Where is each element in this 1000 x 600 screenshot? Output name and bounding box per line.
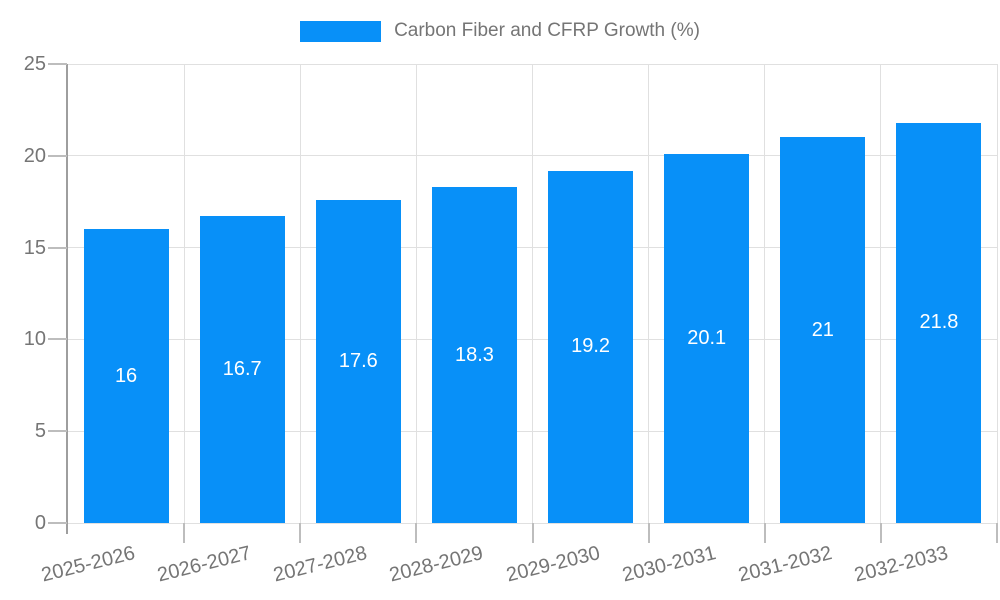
- legend-swatch-icon: [300, 20, 382, 42]
- x-tick: [879, 523, 882, 543]
- legend: Carbon Fiber and CFRP Growth (%): [0, 20, 1000, 42]
- bar-2030-2031[interactable]: 20.1: [664, 153, 750, 523]
- x-tick: [763, 523, 766, 543]
- y-axis-tick-label: 20: [23, 144, 46, 167]
- x-tick: [299, 523, 302, 543]
- bar-value-label: 18.3: [454, 343, 494, 366]
- x-gridline: [183, 64, 185, 523]
- legend-item[interactable]: Carbon Fiber and CFRP Growth (%): [300, 20, 700, 42]
- bar-2027-2028[interactable]: 17.6: [315, 199, 401, 523]
- x-gridline: [415, 64, 417, 523]
- bar-2028-2029[interactable]: 18.3: [431, 187, 517, 523]
- y-axis-tick-label: 5: [34, 420, 46, 443]
- bar-2032-2033[interactable]: 21.8: [896, 122, 982, 523]
- plot-area: 16 16.7 17.6 18.3 19.2 20.1 21 21.8: [68, 63, 998, 524]
- y-tick: [48, 154, 67, 157]
- bar-value-label: 19.2: [571, 335, 611, 358]
- legend-label: Carbon Fiber and CFRP Growth (%): [394, 20, 700, 41]
- x-tick: [647, 523, 650, 543]
- y-tick: [48, 522, 67, 524]
- y-axis-tick-label: 25: [23, 53, 46, 75]
- y-tick: [48, 246, 67, 249]
- x-gridline: [880, 64, 882, 523]
- bar-2031-2032[interactable]: 21: [780, 137, 866, 523]
- bar-2026-2027[interactable]: 16.7: [199, 216, 285, 523]
- y-axis-tick-label: 10: [23, 328, 46, 351]
- x-gridline: [532, 64, 533, 523]
- bar-2025-2026[interactable]: 16: [83, 229, 169, 523]
- bar-value-label: 16: [114, 364, 138, 387]
- x-tick: [531, 523, 534, 543]
- y-axis-line: [66, 64, 68, 534]
- y-tick: [48, 63, 67, 65]
- y-tick: [48, 430, 67, 433]
- x-gridline: [648, 64, 650, 523]
- bar-value-label: 21.8: [919, 311, 959, 334]
- x-tick: [996, 523, 998, 543]
- x-gridline: [996, 64, 998, 523]
- bar-value-label: 20.1: [687, 326, 727, 349]
- bar-value-label: 16.7: [222, 358, 262, 381]
- bar-value-label: 21: [811, 318, 834, 341]
- y-tick: [48, 338, 67, 341]
- x-tick: [415, 523, 418, 543]
- y-axis-tick-label: 0: [34, 512, 46, 534]
- bar-value-label: 17.6: [338, 349, 378, 372]
- x-gridline: [764, 64, 766, 523]
- bar-2029-2030[interactable]: 19.2: [548, 170, 634, 523]
- x-gridline: [299, 64, 301, 523]
- y-axis-tick-label: 15: [23, 236, 46, 259]
- x-tick: [183, 523, 186, 543]
